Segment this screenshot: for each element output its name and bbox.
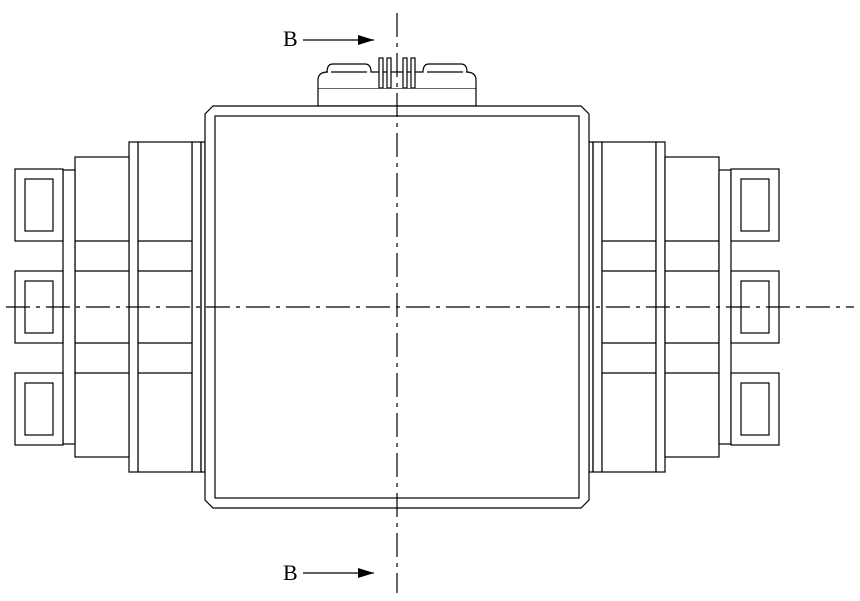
- svg-text:B: B: [283, 26, 298, 51]
- svg-text:B: B: [283, 560, 298, 585]
